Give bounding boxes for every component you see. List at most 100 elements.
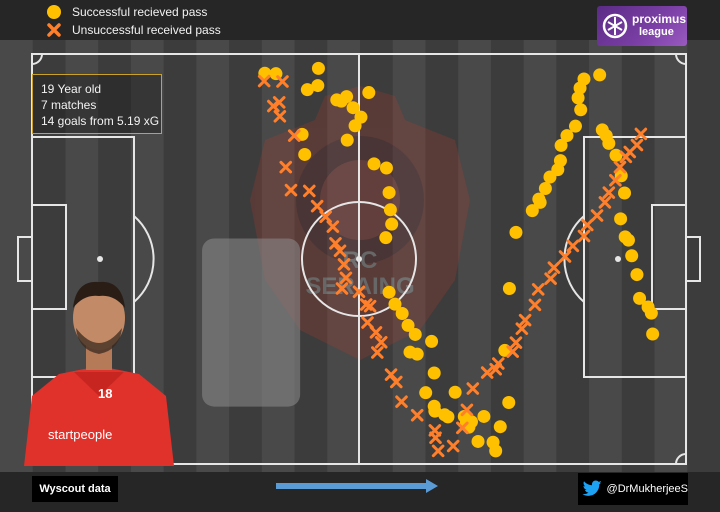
- unsuccessful-pass-marker: [337, 258, 351, 271]
- unsuccessful-pass-marker: [630, 138, 644, 152]
- unsuccessful-pass-marker: [284, 183, 298, 197]
- unsuccessful-pass-marker: [326, 220, 340, 233]
- successful-pass-marker: [427, 366, 441, 380]
- unsuccessful-pass-marker: [335, 282, 349, 295]
- successful-pass-marker: [382, 285, 396, 299]
- successful-pass-marker: [383, 203, 397, 217]
- successful-pass-marker: [525, 204, 539, 218]
- successful-pass-marker: [311, 61, 325, 75]
- unsuccessful-pass-marker: [506, 345, 519, 358]
- unsuccessful-pass-marker: [361, 316, 374, 329]
- unsuccessful-pass-marker: [518, 313, 532, 327]
- unsuccessful-pass-marker: [515, 322, 529, 335]
- corner-arc-tl: [31, 53, 43, 65]
- unsuccessful-pass-marker: [598, 196, 612, 209]
- unsuccessful-pass-marker: [257, 74, 271, 88]
- successful-pass-marker: [646, 327, 660, 341]
- successful-pass-marker: [388, 297, 402, 311]
- successful-pass-marker: [553, 154, 567, 168]
- unsuccessful-pass-marker: [339, 271, 353, 285]
- unsuccessful-pass-marker: [319, 210, 332, 224]
- successful-pass-marker: [471, 434, 485, 448]
- successful-pass-marker: [401, 318, 415, 332]
- unsuccessful-pass-marker: [466, 382, 480, 395]
- pitch-stripe: [425, 40, 459, 472]
- unsuccessful-pass-marker: [384, 368, 398, 381]
- unsuccessful-pass-marker: [446, 439, 460, 453]
- league-badge-line2: league: [639, 26, 674, 38]
- successful-pass-marker: [618, 186, 632, 200]
- unsuccessful-pass-marker: [329, 237, 342, 250]
- successful-pass-marker: [621, 233, 635, 247]
- successful-marker-icon: [47, 5, 61, 19]
- legend-unsuccessful-label: Unsuccessful received pass: [72, 23, 221, 37]
- unsuccessful-pass-marker: [267, 99, 280, 113]
- successful-pass-marker: [362, 86, 376, 100]
- successful-pass-marker: [425, 334, 439, 348]
- unsuccessful-pass-marker: [352, 285, 366, 299]
- corner-arc-br: [675, 453, 687, 465]
- pitch-stripe: [163, 40, 197, 472]
- successful-pass-marker: [486, 435, 500, 449]
- player-info-box: 19 Year old 7 matches 14 goals from 5.19…: [32, 74, 162, 134]
- pitch-stripe: [360, 40, 394, 472]
- unsuccessful-pass-marker: [272, 96, 286, 109]
- unsuccessful-pass-marker: [590, 209, 604, 222]
- centre-circle: [301, 201, 417, 317]
- legend-unsuccessful: Unsuccessful received pass: [46, 22, 221, 38]
- unsuccessful-pass-marker: [371, 346, 384, 359]
- successful-pass-marker: [509, 225, 523, 239]
- successful-pass-marker: [538, 181, 552, 195]
- highlight-zone: [202, 238, 301, 407]
- unsuccessful-pass-marker: [287, 129, 301, 142]
- league-badge-line1: proximus: [632, 12, 687, 26]
- successful-pass-marker: [602, 136, 616, 150]
- successful-pass-marker: [419, 386, 433, 400]
- twitter-icon: [582, 480, 602, 496]
- unsuccessful-pass-marker: [613, 160, 627, 174]
- successful-pass-marker: [340, 133, 354, 147]
- successful-pass-marker: [593, 68, 607, 82]
- unsuccessful-pass-marker: [456, 421, 469, 435]
- successful-pass-marker: [644, 306, 658, 320]
- unsuccessful-pass-marker: [302, 184, 316, 198]
- pitch-stripe: [458, 40, 492, 472]
- successful-pass-marker: [348, 119, 362, 133]
- league-badge: proximus league: [597, 6, 687, 46]
- successful-pass-marker: [441, 410, 455, 424]
- unsuccessful-pass-marker: [395, 395, 408, 408]
- successful-pass-marker: [574, 103, 588, 117]
- twitter-handle[interactable]: @DrMukherjeeS: [606, 483, 688, 495]
- successful-pass-marker: [502, 282, 516, 296]
- unsuccessful-pass-marker: [480, 366, 494, 379]
- successful-pass-marker: [448, 385, 462, 399]
- unsuccessful-pass-marker: [634, 127, 648, 141]
- player-goals-xg: 14 goals from 5.19 xG: [41, 114, 160, 128]
- successful-pass-marker: [609, 148, 623, 162]
- twitter-credit[interactable]: @DrMukherjeeS: [578, 473, 688, 505]
- pitch-stripe: [654, 40, 688, 472]
- shirt-sponsor: startpeople: [48, 427, 112, 442]
- successful-pass-marker: [477, 409, 491, 423]
- unsuccessful-pass-marker: [410, 408, 424, 422]
- unsuccessful-pass-marker: [577, 229, 591, 243]
- right-goal: [685, 236, 701, 282]
- unsuccessful-pass-marker: [544, 272, 557, 285]
- successful-pass-marker: [630, 268, 644, 282]
- successful-pass-marker: [554, 138, 568, 152]
- successful-pass-marker: [533, 195, 547, 209]
- left-penalty-arc: [133, 215, 155, 303]
- data-source-label: Wyscout data: [32, 476, 118, 502]
- unsuccessful-pass-marker: [279, 160, 293, 174]
- successful-pass-marker: [300, 83, 314, 97]
- pitch-stripe: [589, 40, 623, 472]
- centre-spot: [356, 256, 362, 262]
- successful-pass-marker: [410, 347, 424, 361]
- successful-pass-marker: [428, 404, 442, 418]
- unsuccessful-pass-marker: [528, 298, 542, 312]
- unsuccessful-pass-marker: [609, 173, 622, 187]
- proximus-league-logo-icon: [602, 13, 628, 39]
- successful-pass-marker: [379, 161, 393, 175]
- successful-pass-marker: [367, 157, 381, 171]
- successful-pass-marker: [614, 212, 628, 226]
